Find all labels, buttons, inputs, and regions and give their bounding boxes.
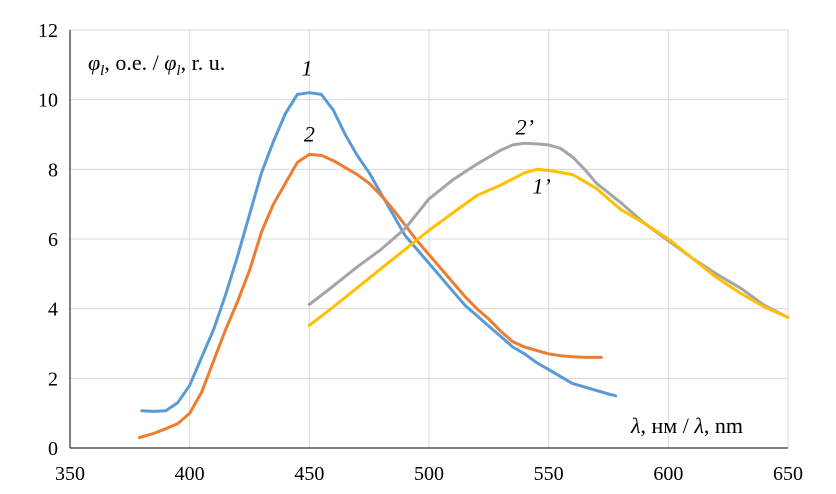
series-label-4: 1’ xyxy=(532,174,550,199)
x-tick-label: 650 xyxy=(773,463,803,485)
x-axis-label: λ, нм / λ, nm xyxy=(630,413,743,438)
y-axis-label-end: , r. u. xyxy=(181,50,226,75)
grid-layer xyxy=(70,29,789,448)
x-tick-label: 600 xyxy=(653,463,683,485)
series-line-4 xyxy=(307,167,790,327)
series-layer xyxy=(137,91,790,440)
series-line-2 xyxy=(137,152,603,440)
x-tick-label: 500 xyxy=(414,463,444,485)
x-tick-label: 450 xyxy=(294,463,324,485)
y-axis-label-mid: , o.e. / xyxy=(104,50,164,75)
y-tick-label: 0 xyxy=(48,438,58,460)
y-tick-label: 12 xyxy=(38,20,58,42)
y-axis-label-sub2: l xyxy=(176,63,180,79)
x-axis-label-lambda2: λ xyxy=(693,413,704,438)
x-axis-label-mid: , нм / xyxy=(641,413,695,438)
y-axis-label-sub: l xyxy=(100,63,104,79)
series-label-1: 1 xyxy=(301,55,312,80)
x-tick-label: 350 xyxy=(55,463,85,485)
x-tick-label: 400 xyxy=(175,463,205,485)
y-tick-label: 8 xyxy=(48,159,58,181)
y-axis-label-phi: φ xyxy=(88,50,100,75)
y-axis-label-phi2: φ xyxy=(164,50,176,75)
x-tick-label: 550 xyxy=(534,463,564,485)
y-tick-label: 2 xyxy=(48,368,58,390)
y-tick-label: 4 xyxy=(48,299,58,321)
y-axis-label: φl, o.e. / φl, r. u. xyxy=(88,50,225,79)
series-label-layer: 1 2 2’ 1’ xyxy=(301,55,550,198)
series-label-2: 2 xyxy=(304,121,315,146)
y-tick-label: 6 xyxy=(48,229,58,251)
x-axis-label-lambda: λ xyxy=(630,413,641,438)
y-tick-label: 10 xyxy=(38,90,58,112)
x-axis-label-end: , nm xyxy=(704,413,743,438)
series-label-3: 2’ xyxy=(516,115,534,140)
